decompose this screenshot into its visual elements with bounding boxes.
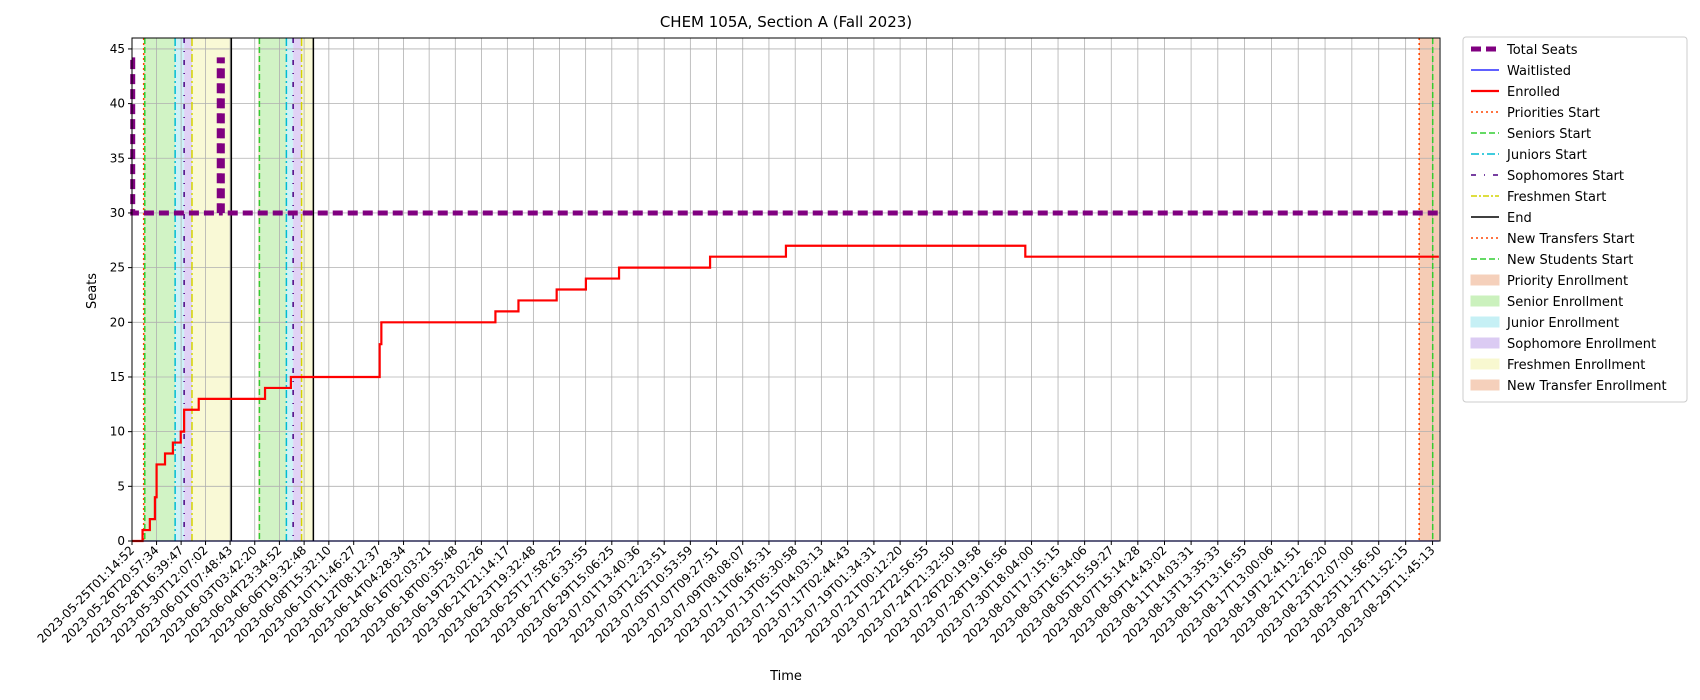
legend-label-14: Sophomore Enrollment [1507,337,1656,352]
y-tick-label-6: 30 [110,206,125,220]
shaded-region-2-1 [286,38,294,541]
y-tick-label-3: 15 [110,370,125,384]
y-tick-label-2: 10 [110,425,125,439]
legend-label-4: Seniors Start [1507,127,1591,142]
y-tick-label-5: 25 [110,261,125,275]
chart-title: CHEM 105A, Section A (Fall 2023) [660,13,912,31]
y-axis-label: Seats [85,273,100,309]
grid [131,38,1440,542]
legend-swatch-12 [1470,295,1500,307]
shaded-region-3-0 [184,38,192,541]
y-tick-label-0: 0 [117,534,125,548]
shaded-region-5-0 [1419,38,1439,541]
vertical-markers [142,38,1434,541]
legend-label-16: New Transfer Enrollment [1507,379,1667,394]
series-lines [130,57,1439,543]
legend-label-12: Senior Enrollment [1507,295,1623,310]
x-axis-ticks: 2023-05-25T01:14:522023-05-26T20:57:3420… [35,541,1438,646]
shaded-region-4-1 [301,38,314,541]
legend-box [1462,36,1688,403]
legend-label-5: Juniors Start [1506,148,1587,163]
series-line-2 [132,244,1439,543]
legend-swatch-15 [1470,358,1500,370]
shaded-region-0-1 [258,38,260,541]
legend-swatch-14 [1470,337,1500,349]
legend-label-13: Junior Enrollment [1506,316,1619,331]
legend-label-9: New Transfers Start [1507,232,1634,247]
legend-label-11: Priority Enrollment [1507,274,1628,289]
legend-label-10: New Students Start [1507,253,1633,268]
y-axis-ticks: 0 5 10 15 20 25 30 35 40 45 [110,42,132,548]
legend-label-1: Waitlisted [1507,64,1571,79]
shaded-region-1-1 [259,38,287,541]
y-tick-label-1: 5 [117,479,125,493]
shaded-region-2-0 [175,38,185,541]
shaded-regions [143,38,1439,541]
shaded-region-4-0 [191,38,232,541]
y-tick-label-9: 45 [110,42,125,56]
shaded-region-3-1 [293,38,302,541]
legend: Total Seats Waitlisted Enrolled Priorities … [1462,36,1688,403]
legend-label-6: Sophomores Start [1507,169,1624,184]
plot-frame [131,37,1441,542]
y-tick-label-4: 20 [110,315,125,329]
x-axis-label: Time [769,669,802,684]
y-tick-label-7: 35 [110,151,125,165]
legend-label-0: Total Seats [1506,43,1578,58]
legend-swatch-11 [1470,274,1500,286]
legend-label-8: End [1507,211,1532,226]
legend-swatch-16 [1470,379,1500,391]
shaded-region-1-0 [144,38,176,541]
y-tick-label-8: 40 [110,97,125,111]
series-line-0 [130,57,1439,216]
legend-label-2: Enrolled [1507,85,1560,100]
legend-label-3: Priorities Start [1507,106,1600,121]
legend-label-7: Freshmen Start [1507,190,1606,205]
legend-swatch-13 [1470,316,1500,328]
legend-label-15: Freshmen Enrollment [1507,358,1645,373]
